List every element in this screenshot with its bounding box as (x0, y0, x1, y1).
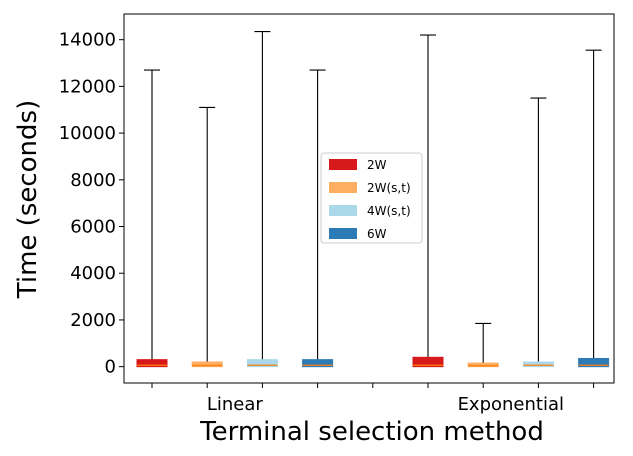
legend: 2W 2W(s,t) 4W(s,t) 6W (320, 152, 423, 244)
legend-swatch (329, 182, 357, 193)
box-body (578, 357, 610, 368)
box-body (136, 359, 168, 368)
y-tick-label: 12000 (59, 76, 116, 97)
x-group-label: Exponential (458, 394, 564, 415)
legend-label: 2W (367, 158, 387, 172)
box-exponential-2w (412, 34, 444, 368)
legend-swatch (329, 205, 357, 216)
box-exponential-2wst (467, 322, 499, 368)
legend-label: 2W(s,t) (367, 181, 411, 195)
y-axis-title: Time (seconds) (13, 100, 43, 299)
box-exponential-6w (578, 49, 610, 368)
box-body (522, 361, 554, 368)
y-axis: 0 2000 4000 6000 8000 10000 12000 14000 (59, 30, 124, 378)
box-linear-2wst (191, 106, 223, 368)
legend-label: 6W (367, 227, 387, 241)
y-tick-label: 0 (105, 357, 116, 378)
box-body (191, 361, 223, 368)
box-series (136, 30, 610, 368)
y-tick-label: 14000 (59, 30, 116, 51)
legend-frame (320, 152, 423, 244)
box-body (467, 362, 499, 368)
y-tick-label: 6000 (70, 217, 116, 238)
y-tick-label: 10000 (59, 123, 116, 144)
y-tick-label: 4000 (70, 263, 116, 284)
x-axis: Linear Exponential (151, 383, 595, 415)
box-body (412, 356, 444, 368)
box-linear-6w (302, 69, 334, 368)
box-body (246, 359, 278, 368)
y-tick-label: 8000 (70, 170, 116, 191)
legend-swatch (329, 159, 357, 170)
legend-swatch (329, 228, 357, 239)
x-group-label: Linear (207, 394, 264, 415)
box-exponential-4wst (522, 97, 554, 368)
legend-label: 4W(s,t) (367, 204, 411, 218)
box-linear-2w (136, 69, 168, 368)
box-linear-4wst (246, 30, 278, 368)
y-tick-label: 2000 (70, 310, 116, 331)
x-axis-title: Terminal selection method (199, 417, 544, 447)
box-body (302, 359, 334, 368)
